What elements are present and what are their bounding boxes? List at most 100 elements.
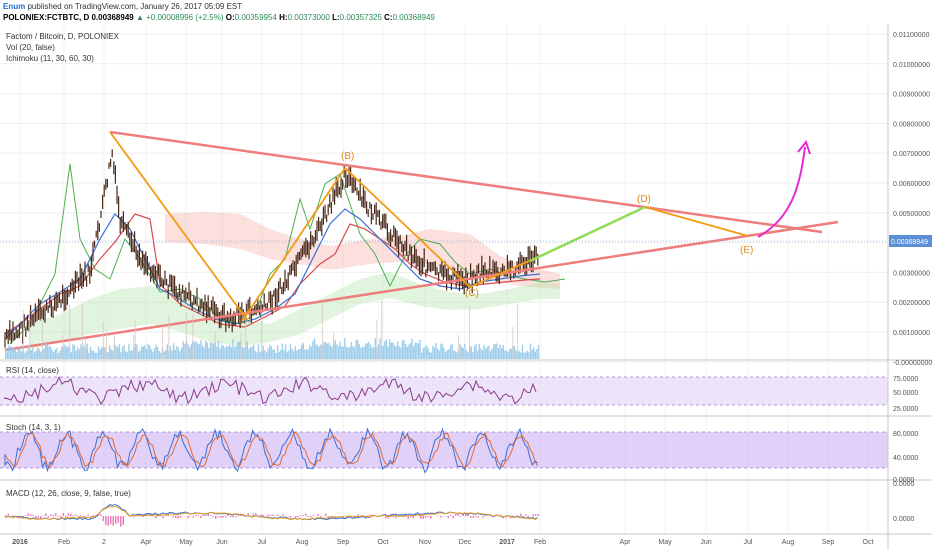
volume-bar [53, 352, 55, 359]
macd-bar [255, 513, 257, 517]
volume-bar [253, 344, 255, 359]
price-pane[interactable]: (A) (B) (C) (D) (E) Factom / Bitcoin, D,… [4, 32, 839, 359]
volume-bar [360, 347, 362, 359]
volume-spike [517, 304, 519, 359]
macd-bar [430, 516, 432, 519]
volume-bar [75, 350, 77, 359]
macd-bar [137, 516, 139, 517]
macd-bar [467, 513, 469, 517]
symbol-label[interactable]: POLONIEX:FCTBTC, D [3, 13, 90, 22]
volume-bar [305, 349, 308, 359]
volume-bar [454, 351, 456, 359]
macd-bar [5, 516, 7, 518]
macd-bar [175, 516, 177, 519]
stoch-pane[interactable]: Stoch (14, 3, 1) [0, 423, 888, 474]
chart-canvas[interactable]: (A) (B) (C) (D) (E) Factom / Bitcoin, D,… [0, 24, 932, 550]
time-axis-label: Oct [378, 539, 389, 546]
volume-bar [193, 341, 196, 359]
volume-bar [101, 347, 103, 359]
macd-bar [295, 516, 297, 518]
volume-bar [445, 351, 447, 359]
macd-label: MACD (12, 26, close, 9, false, true) [6, 489, 131, 498]
macd-bar [145, 513, 147, 516]
macd-bar [527, 516, 529, 518]
rsi-pane[interactable]: RSI (14, close) [0, 366, 888, 406]
volume-bar [451, 343, 453, 359]
volume-bar [515, 350, 517, 359]
macd-bar [70, 513, 72, 517]
macd-bar [177, 516, 179, 519]
volume-bar [291, 348, 293, 359]
volume-bar [437, 348, 439, 359]
volume-bar [411, 338, 413, 359]
volume-bar [145, 349, 148, 359]
volume-bar [141, 346, 143, 359]
volume-bar [336, 344, 338, 359]
wave-label-e: (E) [740, 245, 753, 256]
macd-bar [310, 516, 312, 518]
volume-bar [195, 341, 197, 359]
author-link[interactable]: Enum [3, 2, 26, 11]
price-axis-label: 0.01100000 [893, 32, 930, 39]
volume-bar [45, 343, 47, 359]
volume-bar [5, 347, 7, 359]
volume-bar [537, 344, 540, 359]
volume-bar [525, 352, 527, 359]
volume-bar [374, 338, 376, 359]
volume-bar [270, 346, 272, 359]
volume-bar [389, 339, 391, 359]
macd-bar [37, 516, 39, 518]
volume-bar [150, 349, 152, 359]
macd-pane[interactable]: MACD (12, 26, close, 9, false, true) [4, 489, 539, 527]
volume-bar [16, 352, 18, 359]
volume-bar [125, 351, 127, 359]
price-axis[interactable]: 0.01100000 0.01000000 0.00900000 0.00800000… [893, 32, 932, 367]
volume-bar [17, 349, 20, 359]
volume-spike [81, 305, 83, 359]
volume-bar [233, 346, 236, 359]
volume-bar [251, 346, 253, 359]
volume-bar [301, 344, 303, 359]
volume-bar [400, 347, 402, 359]
macd-bar [307, 516, 309, 517]
volume-spike [113, 335, 115, 359]
volume-bar [104, 347, 106, 359]
volume-bar [147, 343, 149, 359]
volume-bar [49, 346, 52, 359]
macd-bar [385, 516, 387, 519]
macd-bar [235, 516, 237, 518]
volume-bar [528, 352, 530, 359]
volume-legend: Vol (20, false) [6, 43, 55, 52]
macd-bar [510, 516, 512, 519]
volume-spike [69, 303, 71, 359]
current-price-tag-text: 0.00368949 [891, 239, 928, 246]
macd-bar [57, 516, 59, 517]
volume-bar [56, 347, 58, 359]
macd-bar [330, 516, 332, 518]
macd-bar [520, 513, 522, 517]
volume-bar [293, 351, 295, 359]
volume-spike [240, 332, 242, 359]
volume-bar [94, 352, 96, 359]
ichimoku-legend: Ichimoku (11, 30, 60, 30) [6, 54, 94, 63]
volume-bar [198, 344, 200, 359]
volume-bar [302, 343, 304, 359]
volume-spike [214, 331, 216, 359]
time-axis-label: Jul [258, 539, 267, 546]
volume-bar [25, 351, 28, 359]
volume-bar [262, 345, 264, 359]
time-axis[interactable]: 2016 Feb 2 Apr May Jun Jul Aug Sep Oct Nov Dec 2017 F… [12, 539, 873, 546]
macd-bar [80, 515, 82, 517]
macd-bar [425, 516, 427, 518]
volume-bar [435, 343, 437, 359]
macd-bar [50, 514, 52, 517]
volume-bar [78, 349, 80, 359]
macd-bar [500, 514, 502, 516]
volume-bar [249, 347, 252, 359]
macd-bar [215, 516, 217, 519]
stoch-band [0, 432, 888, 468]
volume-bar [208, 347, 210, 359]
macd-bar [87, 514, 89, 516]
macd-bar [460, 516, 462, 517]
volume-bar [365, 343, 367, 359]
